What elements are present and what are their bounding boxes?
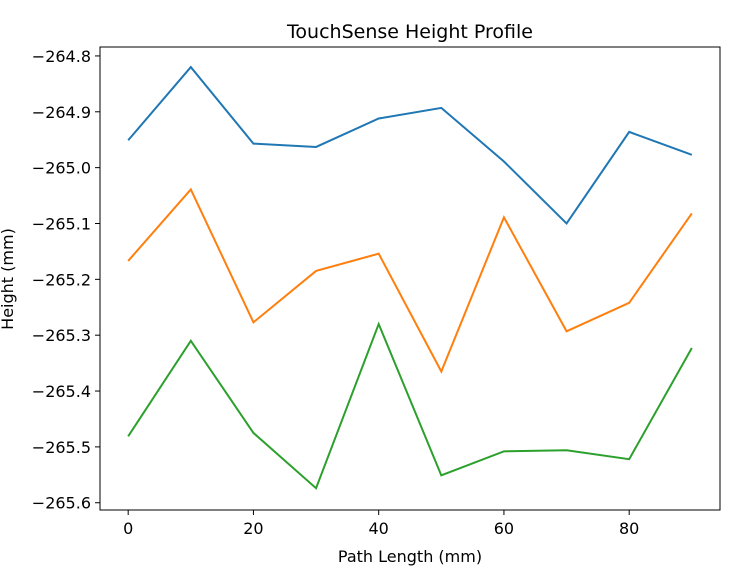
x-axis-label: Path Length (mm) xyxy=(338,547,482,566)
x-tick-label: 80 xyxy=(619,519,639,538)
y-tick-label: −265.4 xyxy=(32,382,91,401)
y-tick-label: −265.1 xyxy=(32,214,91,233)
plot-lines xyxy=(127,65,693,490)
y-tick-label: −264.8 xyxy=(32,47,91,66)
y-tick-label: −265.3 xyxy=(32,326,91,345)
y-tick-label: −265.5 xyxy=(32,438,91,457)
y-tick-label: −265.2 xyxy=(32,270,91,289)
series-line-1 xyxy=(127,65,693,226)
x-tick-label: 0 xyxy=(123,519,133,538)
chart-title: TouchSense Height Profile xyxy=(286,21,533,43)
y-tick-label: −264.9 xyxy=(32,103,91,122)
x-tick-label: 60 xyxy=(494,519,514,538)
x-tick-label: 20 xyxy=(243,519,263,538)
series-line-3 xyxy=(127,321,693,490)
y-tick-label: −265.6 xyxy=(32,494,91,513)
x-tick-label: 40 xyxy=(369,519,389,538)
y-tick-label: −265.0 xyxy=(32,159,91,178)
y-axis-label: Height (mm) xyxy=(0,228,17,330)
series-line-2 xyxy=(127,187,693,374)
plot-frame xyxy=(99,46,721,511)
axis-ticks: 0 20 40 60 80 −264.8 −264.9 −265.0 −265.1 −265.2 −… xyxy=(32,47,640,538)
